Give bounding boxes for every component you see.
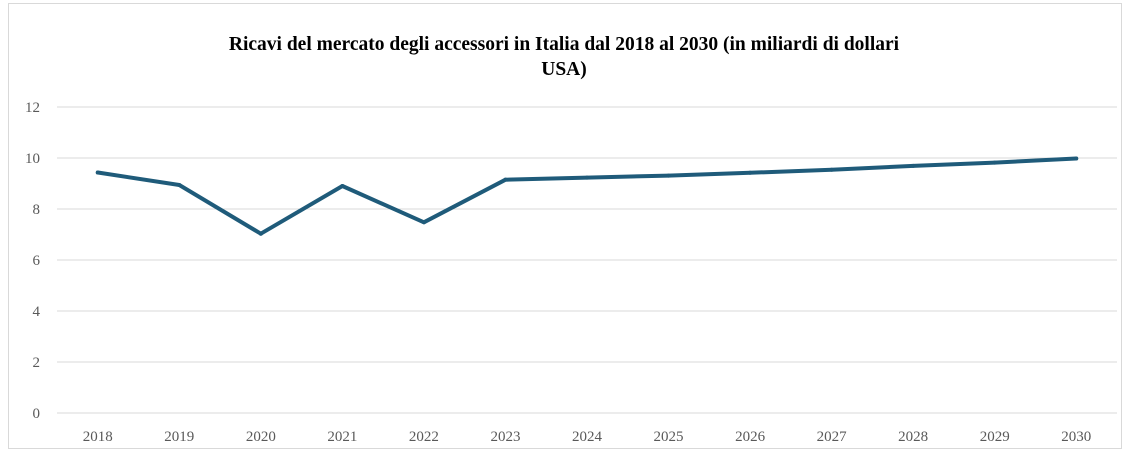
x-tick-label: 2023 — [490, 429, 520, 445]
data-point — [748, 170, 753, 175]
x-tick-label: 2030 — [1061, 429, 1091, 445]
x-tick-label: 2019 — [164, 429, 194, 445]
data-point — [992, 160, 997, 165]
y-tick-label: 2 — [33, 355, 41, 371]
data-point — [829, 167, 834, 172]
data-point — [911, 163, 916, 168]
y-tick-label: 6 — [33, 253, 41, 269]
y-tick-label: 0 — [33, 406, 41, 422]
data-point — [503, 177, 508, 182]
x-tick-label: 2018 — [83, 429, 113, 445]
chart-title: Ricavi del mercato degli accessori in It… — [0, 32, 1128, 82]
data-point — [1074, 156, 1079, 161]
y-tick-label: 4 — [33, 304, 41, 320]
x-tick-label: 2024 — [572, 429, 603, 445]
y-tick-label: 10 — [25, 151, 40, 167]
x-tick-label: 2020 — [246, 429, 276, 445]
x-tick-label: 2025 — [654, 429, 684, 445]
data-point — [177, 183, 182, 188]
data-point — [585, 175, 589, 180]
data-point — [340, 184, 345, 189]
x-tick-label: 2027 — [817, 429, 848, 445]
x-tick-label: 2021 — [327, 429, 357, 445]
y-tick-label: 12 — [25, 100, 40, 116]
data-point — [421, 220, 426, 225]
data-point — [666, 173, 671, 178]
data-point — [258, 231, 263, 236]
chart-title-line-1: Ricavi del mercato degli accessori in It… — [228, 34, 900, 55]
y-axis-tick-labels: 0 2 4 6 8 10 12 — [25, 100, 41, 422]
x-tick-label: 2029 — [980, 429, 1010, 445]
gridlines — [57, 106, 1117, 414]
chart-frame — [8, 3, 1122, 449]
y-tick-label: 8 — [33, 202, 41, 218]
series-layer — [95, 156, 1079, 236]
x-tick-label: 2026 — [735, 429, 766, 445]
data-point — [95, 170, 100, 175]
chart-title-line-2: USA) — [541, 59, 587, 80]
series-line — [95, 156, 1079, 236]
x-axis-tick-labels: 2018 2019 2020 2021 2022 2023 2024 2025 2026 2027… — [83, 429, 1091, 445]
x-tick-label: 2022 — [409, 429, 439, 445]
x-tick-label: 2028 — [898, 429, 928, 445]
